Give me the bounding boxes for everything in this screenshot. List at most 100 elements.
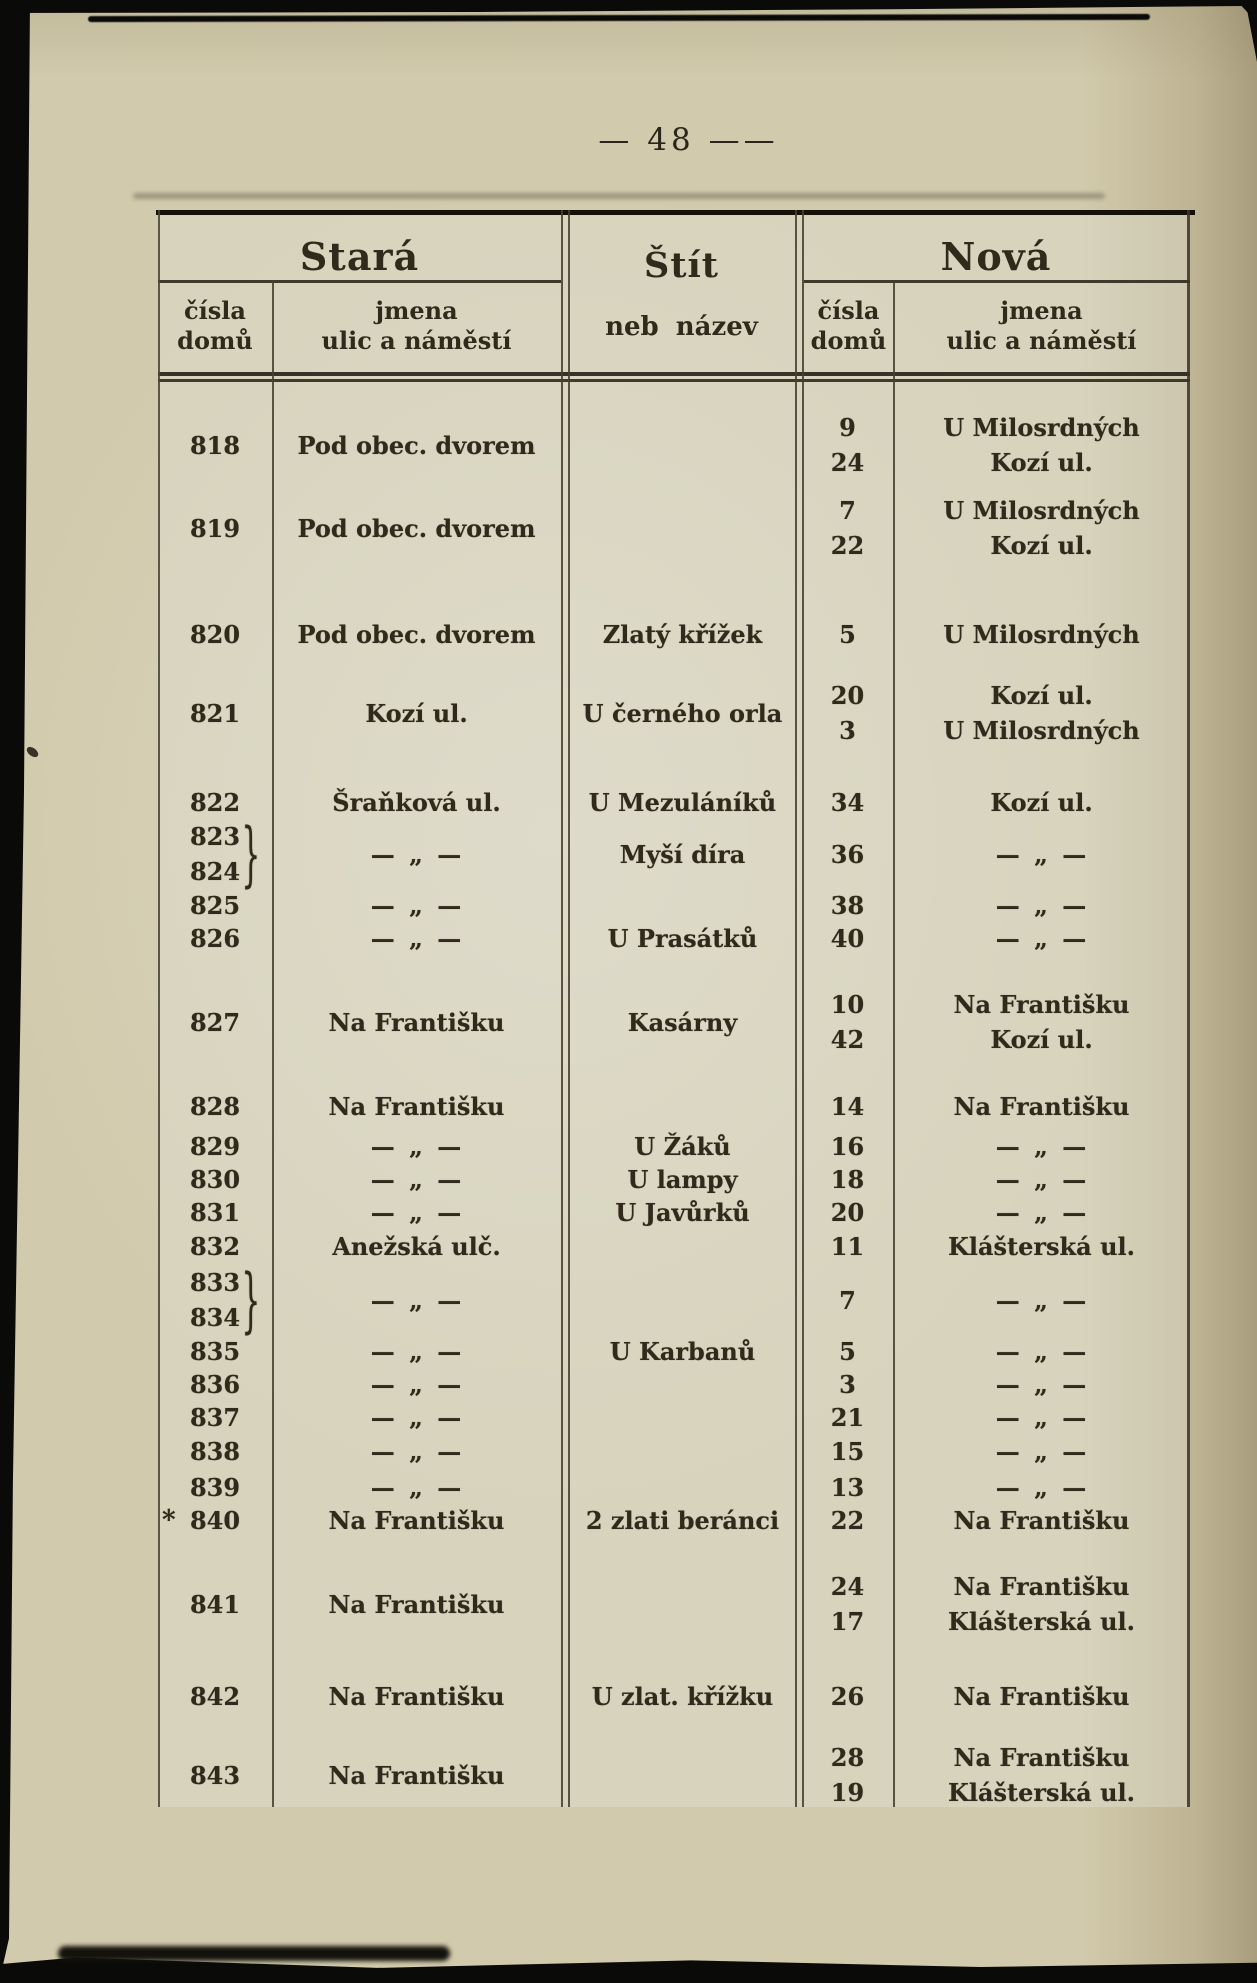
new-street-name-cell: — „ — — [893, 1401, 1190, 1434]
old-street-name-cell: Pod obec. dvorem — [272, 618, 561, 651]
table-row: 830 — „ — U lampy 18 — „ — — [158, 1163, 1190, 1196]
old-number-cell: 826 — [158, 922, 272, 955]
new-number-cell: 36 — [802, 819, 893, 889]
old-house-number: 830 — [189, 1165, 241, 1194]
new-street-name: — „ — — [995, 1132, 1088, 1161]
old-street-name-cell: Na Františku — [272, 987, 561, 1057]
old-number-cell: 825 — [158, 889, 272, 922]
shield-name-cell: U Karbanů — [570, 1335, 795, 1368]
nova-underline — [804, 280, 1190, 283]
shield-name-cell: 2 zlati beránci — [570, 1504, 795, 1537]
old-number-cell: 837 — [158, 1401, 272, 1434]
shield-name-cell — [570, 1471, 795, 1504]
old-street-name-cell: Na Františku — [272, 1680, 561, 1713]
old-house-number: 832 — [189, 1232, 241, 1261]
new-house-number: 26 — [830, 1682, 865, 1711]
new-house-number: 21 — [830, 1403, 865, 1432]
new-street-name: — „ — — [995, 839, 1088, 869]
new-house-number: 11 — [830, 1232, 865, 1261]
old-house-number: 831 — [189, 1198, 241, 1227]
shield-name-cell — [570, 1090, 795, 1123]
table-row: 822 Šraňková ul. U Mezuláníků 34 Kozí ul. — [158, 786, 1190, 819]
subheader-text: jmena — [375, 296, 458, 325]
new-number-cell: 24 17 — [802, 1569, 893, 1639]
row-pair-brace: } — [241, 812, 261, 896]
new-house-number: 15 — [830, 1437, 865, 1466]
new-street-name: — „ — — [995, 1437, 1088, 1466]
new-street-name: — „ — — [995, 924, 1088, 953]
old-number-cell: 833 834} — [158, 1259, 272, 1342]
subheader-text: jmena — [1000, 296, 1083, 325]
new-house-number: 18 — [830, 1165, 865, 1194]
old-house-number: 820 — [189, 620, 241, 649]
old-street-name-cell: Na Františku — [272, 1090, 561, 1123]
old-number-cell: 835 — [158, 1335, 272, 1368]
new-street-name: Na Františku — [953, 1682, 1130, 1711]
old-house-number: 827 — [189, 1007, 241, 1037]
new-house-number: 19 — [830, 1778, 865, 1807]
new-street-name-cell: — „ — — [893, 1265, 1190, 1335]
table-row: 837 — „ — 21 — „ — — [158, 1401, 1190, 1434]
shield-name-cell — [570, 1401, 795, 1434]
old-house-number: 835 — [189, 1337, 241, 1366]
old-number-cell: 820 — [158, 618, 272, 651]
house-shield-name: U černého orla — [582, 698, 783, 728]
new-street-name: — „ — — [995, 1337, 1088, 1366]
house-shield-name: U Karbanů — [609, 1337, 756, 1366]
subheader-text: čísla — [817, 296, 880, 325]
shield-name-cell — [570, 410, 795, 480]
new-house-number: 9 — [839, 413, 856, 442]
nova-column-divider — [893, 282, 895, 1807]
subheader-text: ulic a náměstí — [321, 326, 512, 355]
old-street-name: Anežská ulč. — [332, 1232, 501, 1261]
old-street-name: Kozí ul. — [365, 698, 468, 728]
shield-name-cell: U Mezuláníků — [570, 786, 795, 819]
old-house-number: 839 — [189, 1473, 241, 1502]
column-header-stit: Štít — [644, 245, 719, 286]
new-house-number: 3 — [839, 1370, 856, 1399]
new-house-number: 5 — [839, 1337, 856, 1366]
table-row: 835 — „ — U Karbanů 5 — „ — — [158, 1335, 1190, 1368]
subheader-nova-cisla: čísla domů — [802, 296, 895, 356]
shield-name-cell — [570, 889, 795, 922]
old-street-name-cell: — „ — — [272, 819, 561, 889]
new-number-cell: 20 3 — [802, 678, 893, 748]
old-street-name-cell: — „ — — [272, 1471, 561, 1504]
new-street-name: — „ — — [995, 1370, 1088, 1399]
new-house-number: 38 — [830, 891, 865, 920]
table-row: 820 Pod obec. dvorem Zlatý křížek 5 U Milosr… — [158, 618, 1190, 651]
old-number-cell: 819 — [158, 493, 272, 563]
old-house-number: 841 — [189, 1589, 241, 1619]
new-street-name: Na Františku — [953, 990, 1130, 1019]
new-number-cell: 22 — [802, 1504, 893, 1537]
table-row: 832 Anežská ulč. 11 Klášterská ul. — [158, 1230, 1190, 1263]
old-street-name: Pod obec. dvorem — [297, 620, 536, 649]
old-house-number: 836 — [189, 1370, 241, 1399]
old-number-cell: 829 — [158, 1130, 272, 1163]
old-number-cell: 836 — [158, 1368, 272, 1401]
old-number-cell: 830 — [158, 1163, 272, 1196]
old-number-cell: 843 — [158, 1740, 272, 1810]
new-street-name: U Milosrdných — [943, 413, 1140, 442]
column-header-nova: Nová — [940, 234, 1052, 279]
table-row: 841 Na Františku 24 17 Na Františku Kláštersk… — [158, 1569, 1190, 1639]
new-house-number: 36 — [830, 839, 865, 869]
old-house-number: 824 — [189, 857, 241, 886]
old-number-cell: 822 — [158, 786, 272, 819]
shield-name-cell — [570, 1265, 795, 1335]
new-street-name: Klášterská ul. — [947, 1778, 1135, 1807]
house-shield-name: U lampy — [627, 1165, 738, 1194]
old-house-number: 843 — [189, 1760, 241, 1790]
house-shield-name: U Mezuláníků — [588, 788, 777, 817]
new-house-number: 7 — [839, 496, 856, 525]
old-number-cell: 821 — [158, 678, 272, 748]
new-number-cell: 7 — [802, 1265, 893, 1335]
stit-left-double-rule-2 — [568, 210, 570, 1807]
new-street-name: — „ — — [995, 1198, 1088, 1227]
new-street-name-cell: — „ — — [893, 889, 1190, 922]
shield-name-cell — [570, 1230, 795, 1263]
house-shield-name: 2 zlati beránci — [585, 1506, 780, 1535]
new-house-number: 40 — [830, 924, 865, 953]
